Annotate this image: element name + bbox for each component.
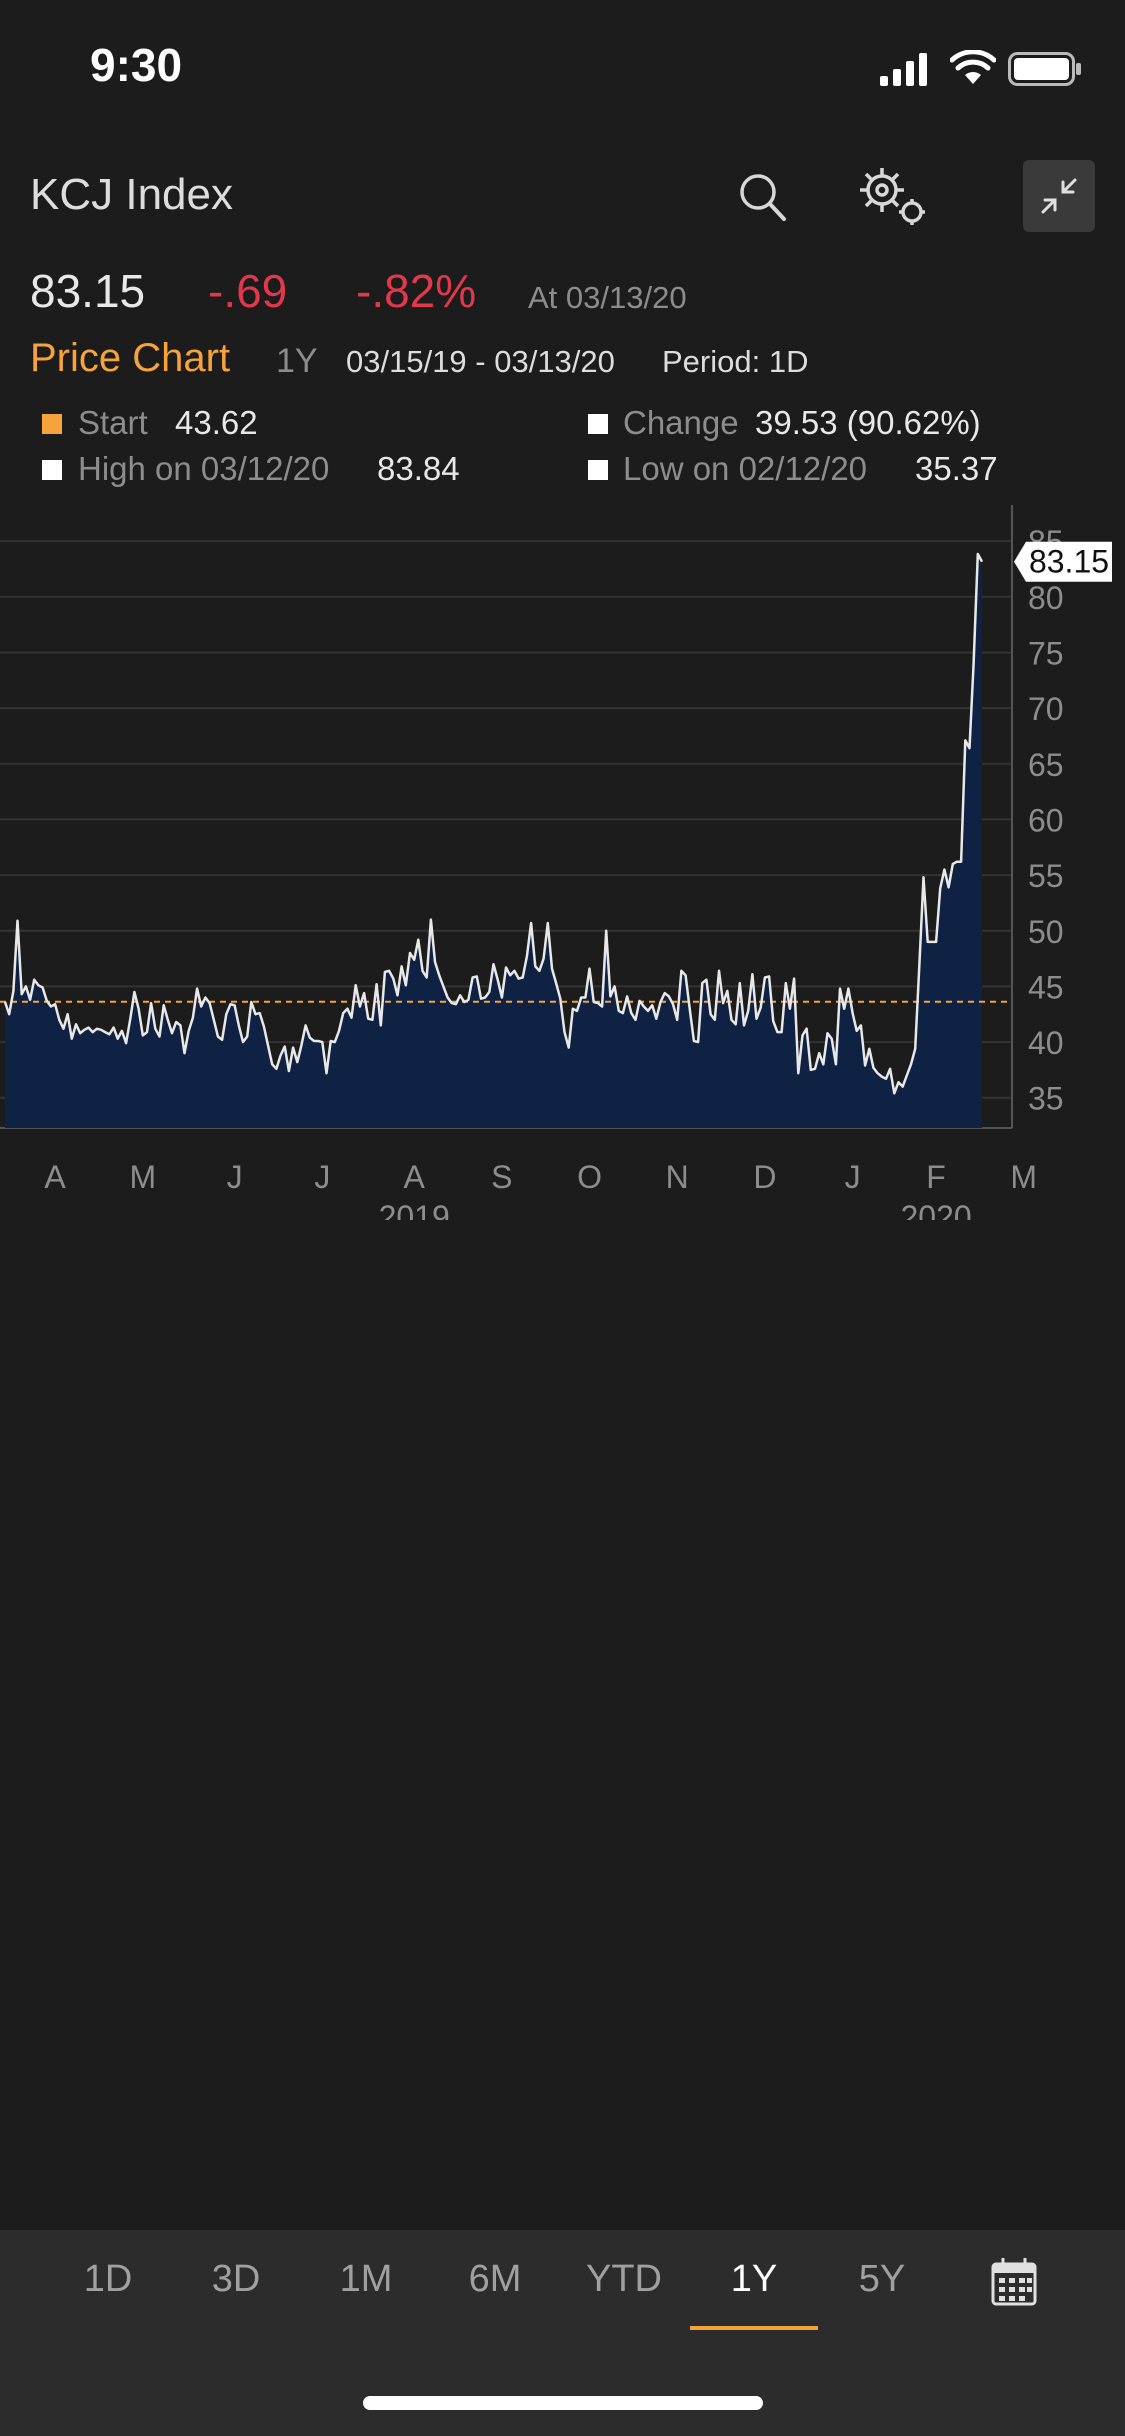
legend-start-swatch [42,414,62,434]
home-indicator [363,2396,763,2410]
tab-1y[interactable]: 1Y [730,2258,778,2300]
x-tick-label: N [666,1159,689,1195]
status-time: 9:30 [90,39,183,91]
y-tick-label: 65 [1028,747,1064,783]
price-line [3,552,984,1095]
tab-ytd[interactable]: YTD [586,2258,662,2300]
battery-icon [1008,52,1081,86]
tab-5y[interactable]: 5Y [858,2258,906,2300]
price-chart[interactable]: 3540455055606570758085AMJJASONDJFM201920… [0,500,1125,1220]
signal-icon [880,53,927,86]
legend-high-swatch [42,460,62,480]
wifi-icon [950,50,996,84]
security-title: KCJ Index [30,170,233,219]
last-price: 83.15 [30,265,146,317]
y-tick-label: 40 [1028,1025,1064,1061]
y-tick-label: 75 [1028,635,1064,671]
selected-tab-indicator [690,2326,818,2330]
last-value-label: 83.15 [1029,544,1109,580]
legend-change-value: 39.53 (90.62%) [755,404,981,441]
chart-date-range: 03/15/19 - 03/13/20 [346,344,615,379]
x-tick-label: D [753,1159,776,1195]
last-value-tag [1014,541,1112,582]
tab-6m[interactable]: 6M [468,2258,522,2300]
legend-start-value: 43.62 [175,404,258,441]
y-tick-label: 35 [1028,1081,1064,1117]
as-of-date: At 03/13/20 [528,280,687,315]
settings-gears-icon[interactable] [858,164,930,230]
chart-type-label[interactable]: Price Chart [30,336,231,380]
x-year-label: 2020 [900,1199,971,1220]
x-tick-label: A [403,1159,425,1195]
y-tick-label: 70 [1028,691,1064,727]
x-tick-label: O [577,1159,602,1195]
x-tick-label: J [845,1159,861,1195]
percent-change: -.82% [356,265,477,317]
x-tick-label: J [314,1159,330,1195]
legend-low-value: 35.37 [915,450,998,487]
legend-change-swatch [588,414,608,434]
legend-change-label: Change [623,404,739,441]
tab-1d[interactable]: 1D [83,2258,133,2300]
net-change: -.69 [208,265,288,317]
y-tick-label: 50 [1028,914,1064,950]
collapse-button[interactable] [1023,160,1095,232]
legend-low-label: Low on 02/12/20 [623,450,868,487]
legend-high-value: 83.84 [377,450,460,487]
chart-period: Period: 1D [662,344,809,379]
collapse-icon [1041,178,1077,214]
x-tick-label: J [227,1159,243,1195]
search-icon[interactable] [738,172,788,224]
legend-start-label: Start [78,404,148,441]
x-tick-label: A [44,1159,66,1195]
x-tick-label: S [491,1159,512,1195]
x-tick-label: F [926,1159,946,1195]
status-bar: 9:30 [0,0,1125,140]
legend-low-swatch [588,460,608,480]
y-tick-label: 45 [1028,969,1064,1005]
legend-high-label: High on 03/12/20 [78,450,330,487]
calendar-icon[interactable] [990,2256,1038,2308]
tab-1m[interactable]: 1M [339,2258,393,2300]
x-tick-label: M [1010,1159,1037,1195]
price-area [5,554,982,1128]
y-tick-label: 80 [1028,580,1064,616]
x-tick-label: M [129,1159,156,1195]
x-year-label: 2019 [379,1199,450,1220]
chart-range-label: 1Y [276,342,318,380]
y-tick-label: 55 [1028,858,1064,894]
tab-3d[interactable]: 3D [211,2258,261,2300]
y-tick-label: 60 [1028,802,1064,838]
